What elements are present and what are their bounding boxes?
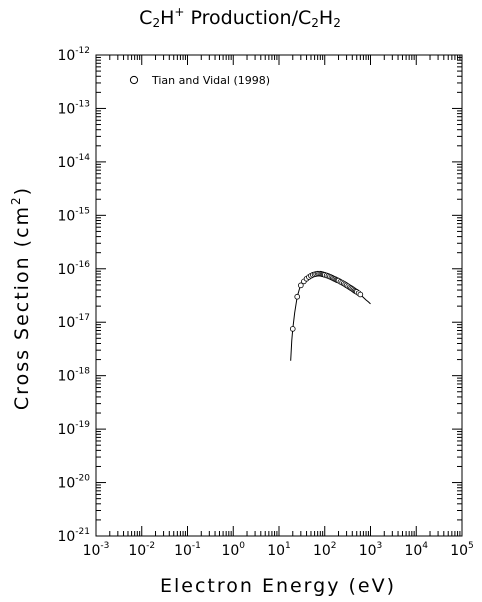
y-tick-label: 10-14: [57, 153, 90, 171]
tick-label-base: 10: [57, 422, 75, 438]
y-tick-label: 10-17: [57, 313, 90, 331]
tick-label-exponent: 3: [377, 541, 383, 551]
tick-label-base: 10: [57, 48, 75, 64]
x-tick-label: 103: [359, 541, 383, 559]
title-part: H: [319, 7, 333, 29]
tick-label-exponent: -17: [75, 313, 90, 323]
tick-label-exponent: -2: [146, 541, 155, 551]
y-tick-labels: 10-2110-2010-1910-1810-1710-1610-1510-14…: [57, 46, 90, 545]
tick-label-base: 10: [221, 543, 239, 559]
tick-label-base: 10: [83, 543, 101, 559]
y-axis-label-close: ): [11, 186, 33, 195]
legend-label: Tian and Vidal (1998): [151, 74, 270, 87]
tick-label-base: 10: [57, 476, 75, 492]
tick-label-base: 10: [57, 262, 75, 278]
tick-label-exponent: -20: [75, 474, 90, 484]
y-tick-label: 10-13: [57, 99, 90, 117]
tick-label-base: 10: [57, 369, 75, 385]
tick-label-base: 10: [57, 155, 75, 171]
tick-label-base: 10: [57, 529, 75, 545]
title-part: 2: [311, 16, 319, 30]
tick-label-exponent: -15: [75, 206, 90, 216]
tick-label-base: 10: [267, 543, 285, 559]
tick-label-exponent: 0: [239, 541, 245, 551]
data-series: [289, 270, 371, 361]
tick-label-exponent: 2: [331, 541, 337, 551]
tick-label-exponent: -18: [75, 367, 90, 377]
x-tick-label: 10-3: [83, 541, 110, 559]
title-part: H: [160, 7, 174, 29]
y-axis-label-exponent: 2: [9, 195, 23, 205]
y-tick-label: 10-16: [57, 260, 90, 278]
title-part: 2: [333, 16, 341, 30]
y-tick-label: 10-12: [57, 46, 90, 64]
tick-label-exponent: 1: [285, 541, 291, 551]
tick-label-exponent: -3: [100, 541, 109, 551]
y-tick-label: 10-21: [57, 527, 90, 545]
x-tick-label: 100: [221, 541, 245, 559]
tick-label-base: 10: [57, 208, 75, 224]
tick-label-exponent: -19: [75, 420, 90, 430]
y-tick-label: 10-20: [57, 474, 90, 492]
y-tick-label: 10-18: [57, 367, 90, 385]
tick-label-exponent: -14: [75, 153, 90, 163]
tick-label-base: 10: [128, 543, 146, 559]
x-tick-label: 10-1: [174, 541, 201, 559]
chart-title: C2H+ Production/C2H2: [139, 5, 341, 30]
title-part: Production/C: [184, 7, 311, 29]
x-tick-label: 101: [267, 541, 291, 559]
y-tick-label: 10-19: [57, 420, 90, 438]
y-axis-label-main: Cross Section (cm: [11, 205, 33, 410]
legend: Tian and Vidal (1998): [129, 74, 270, 87]
tick-label-base: 10: [450, 543, 468, 559]
data-point: [357, 291, 364, 298]
x-axis-label: Electron Energy (eV): [160, 575, 396, 597]
tick-label-exponent: 4: [422, 541, 428, 551]
tick-label-exponent: -16: [75, 260, 90, 270]
tick-label-base: 10: [313, 543, 331, 559]
data-point: [298, 282, 304, 289]
data-point: [294, 293, 301, 300]
y-tick-label: 10-15: [57, 206, 90, 224]
y-axis-label: Cross Section (cm2): [9, 186, 33, 410]
tick-label-base: 10: [174, 543, 192, 559]
title-part: 2: [152, 16, 160, 30]
x-tick-label: 105: [450, 541, 474, 559]
title-part: C: [139, 7, 152, 29]
tick-label-base: 10: [57, 315, 75, 331]
tick-label-base: 10: [359, 543, 377, 559]
x-tick-label: 10-2: [128, 541, 155, 559]
tick-label-base: 10: [57, 101, 75, 117]
plot-area: [95, 54, 463, 537]
tick-label-exponent: -13: [75, 99, 90, 109]
x-tick-labels: 10-3 10-2 10-1 100 101 102 103 104 105: [83, 541, 474, 559]
tick-label-exponent: -12: [75, 46, 90, 56]
axis-ticks: [95, 54, 463, 537]
x-tick-label: 102: [313, 541, 337, 559]
tick-label-exponent: 5: [468, 541, 474, 551]
tick-label-exponent: -1: [192, 541, 201, 551]
title-part: +: [174, 5, 184, 19]
x-tick-label: 104: [404, 541, 428, 559]
tick-label-base: 10: [404, 543, 422, 559]
data-point: [289, 326, 296, 332]
tick-label-exponent: -21: [75, 527, 90, 537]
legend-marker-circle-icon: [129, 75, 139, 85]
plot-frame: [95, 54, 463, 537]
